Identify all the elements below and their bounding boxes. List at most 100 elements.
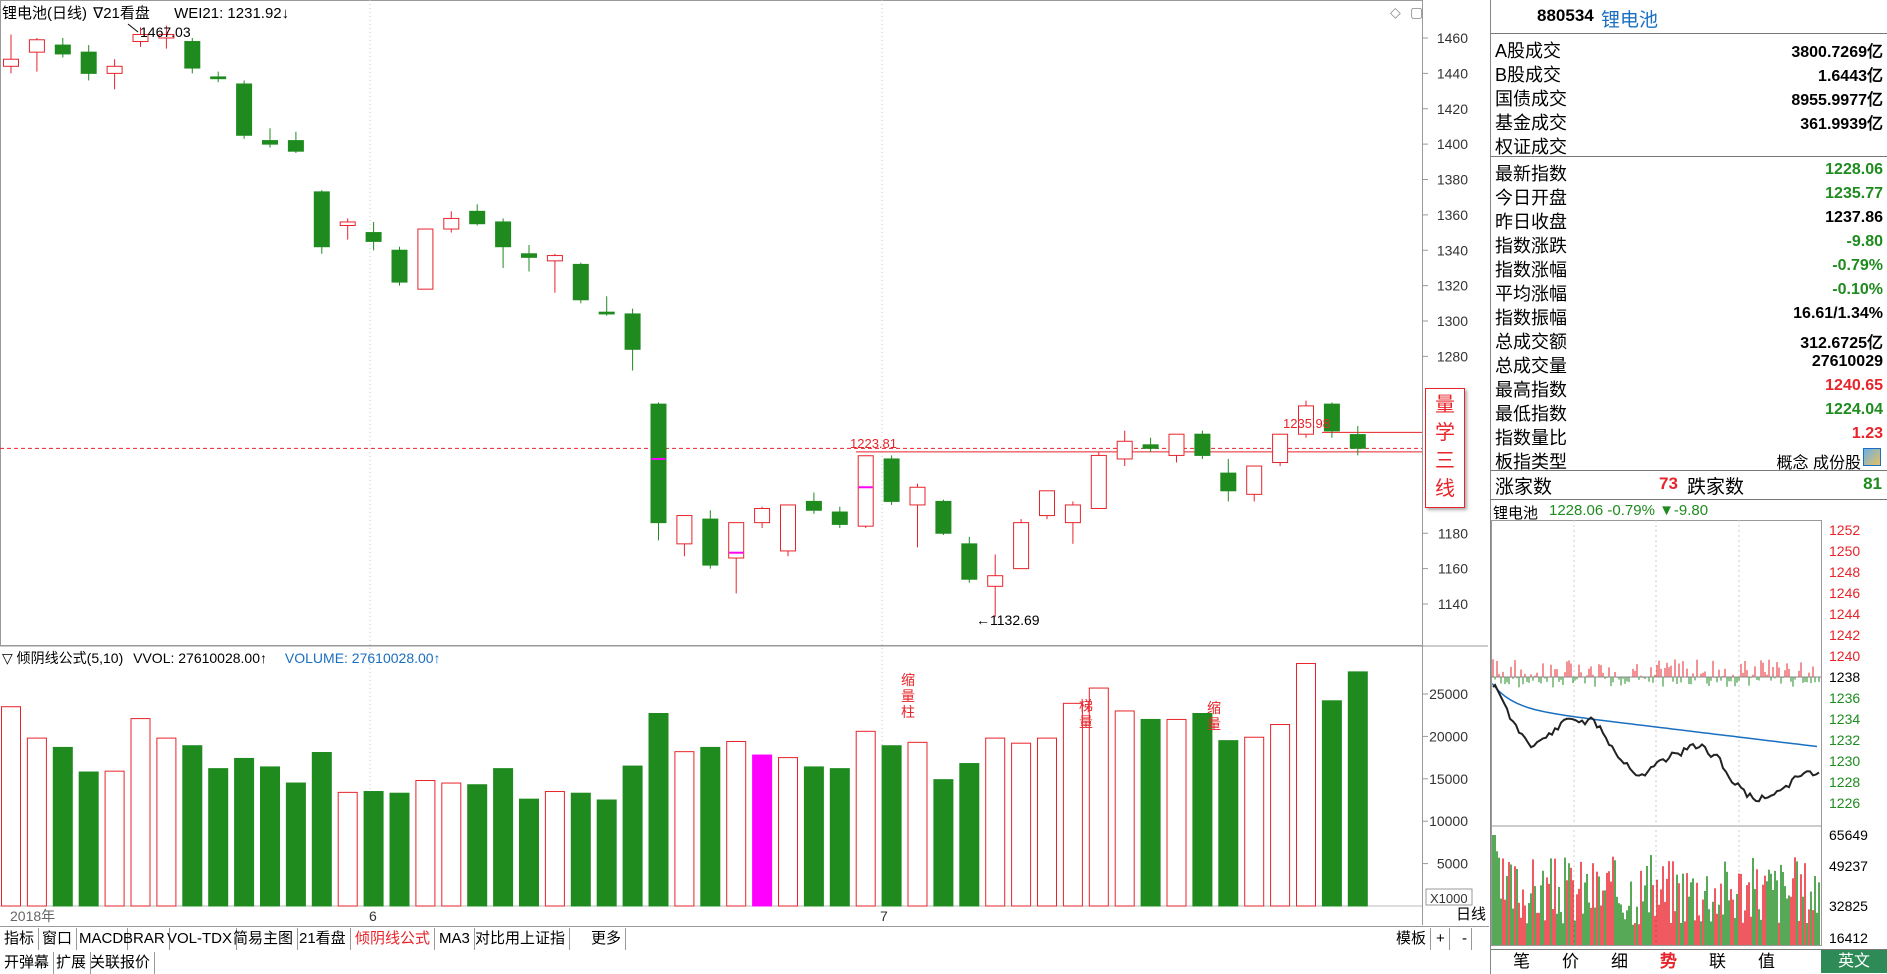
volume-bar[interactable] [337, 791, 358, 907]
candle-body[interactable] [1298, 405, 1314, 435]
candle-body[interactable] [339, 221, 356, 226]
candle-body[interactable] [313, 191, 330, 248]
toolbar-item[interactable]: 倾阴线公式 [351, 928, 436, 950]
panel-tab[interactable]: 价 [1562, 952, 1579, 971]
volume-bar[interactable] [234, 757, 255, 907]
candle-body[interactable] [1246, 465, 1263, 495]
volume-bar[interactable] [1244, 736, 1265, 907]
volume-bar[interactable] [700, 746, 721, 907]
toolbar-item[interactable]: 简易主图 [229, 928, 299, 950]
panel-tab[interactable]: 细 [1611, 952, 1628, 971]
index-type-icon[interactable] [1863, 448, 1881, 466]
candle-body[interactable] [935, 500, 952, 534]
candle-body[interactable] [365, 232, 382, 242]
diamond-icon[interactable]: ◇ [1390, 4, 1401, 20]
candle-body[interactable] [210, 76, 227, 80]
candle-body[interactable] [961, 543, 978, 580]
intraday-chart[interactable]: 1252 1250 1248 1246 1244 1242 1240 1238 1236 1234… [1491, 520, 1887, 948]
volume-bar[interactable] [1037, 737, 1057, 907]
volume-bar[interactable] [622, 765, 643, 907]
volume-bar[interactable] [1192, 713, 1213, 907]
volume-bar[interactable] [389, 792, 410, 907]
volume-bar[interactable] [1270, 724, 1291, 907]
volume-bar[interactable] [519, 798, 539, 907]
volume-bar[interactable] [544, 791, 565, 907]
candle-body[interactable] [1220, 472, 1237, 492]
panel-tab[interactable]: 联 [1709, 952, 1726, 971]
candle-body[interactable] [262, 140, 278, 145]
candle-body[interactable] [184, 41, 201, 69]
volume-bar[interactable] [570, 792, 591, 907]
candle-body[interactable] [443, 217, 460, 230]
candle-body[interactable] [987, 575, 1004, 587]
volume-bar[interactable] [907, 741, 928, 907]
volume-bar[interactable] [752, 754, 773, 907]
volume-bar[interactable] [311, 752, 332, 907]
toolbar-item[interactable]: 更多 [587, 928, 627, 950]
candle-body[interactable] [158, 33, 175, 39]
toolbar-item[interactable]: MACD [75, 928, 129, 950]
toolbar-item[interactable]: 对比用上证指 [471, 928, 571, 950]
volume-bar[interactable] [1296, 662, 1316, 907]
candle-body[interactable] [728, 522, 745, 559]
volume-bar[interactable] [260, 766, 280, 907]
candle-body[interactable] [1142, 444, 1159, 449]
panel-tab[interactable]: 势 [1660, 952, 1677, 971]
volume-bar[interactable] [778, 757, 798, 907]
volume-bar[interactable] [104, 770, 125, 907]
volume-bar[interactable] [208, 768, 229, 907]
volume-bar[interactable] [674, 751, 695, 907]
toolbar-right-item[interactable]: - [1458, 928, 1472, 950]
candle-body[interactable] [754, 507, 771, 524]
volume-bar[interactable] [1114, 710, 1135, 907]
candle-body[interactable] [572, 263, 589, 301]
volume-bar[interactable] [1011, 742, 1032, 907]
volume-bar[interactable] [829, 768, 850, 907]
candle-body[interactable] [1064, 504, 1081, 524]
candle-body[interactable] [495, 221, 512, 248]
volume-bar[interactable] [1166, 718, 1187, 907]
candle-body[interactable] [1013, 522, 1030, 570]
candle-body[interactable] [702, 518, 719, 566]
candle-body[interactable] [831, 511, 848, 525]
price-chart[interactable]: 1460 1440 1420 1400 1380 1360 1340 1320 1300 1280… [0, 0, 1488, 925]
volume-bar[interactable] [285, 782, 306, 907]
candle-body[interactable] [909, 486, 926, 506]
toolbar-item[interactable]: 扩展 [52, 952, 92, 974]
volume-bar[interactable] [441, 782, 462, 907]
volume-bar[interactable] [1218, 740, 1239, 907]
toolbar-item[interactable]: 21看盘 [295, 928, 351, 950]
candle-body[interactable] [54, 44, 71, 55]
toolbar-item[interactable]: BRAR [119, 928, 170, 950]
candle-body[interactable] [1090, 454, 1107, 509]
toolbar-right-item[interactable]: 日线 [1456, 906, 1487, 923]
candle-body[interactable] [676, 515, 693, 545]
toolbar-right-item[interactable]: + [1432, 928, 1450, 950]
volume-bar[interactable] [1140, 718, 1161, 907]
candle-body[interactable] [469, 210, 486, 225]
candle-body[interactable] [1116, 440, 1133, 460]
toolbar-item[interactable]: 窗口 [38, 928, 78, 950]
volume-bar[interactable] [78, 771, 99, 907]
panel-tab[interactable]: 值 [1758, 952, 1775, 971]
candle-body[interactable] [883, 458, 900, 502]
candle-body[interactable] [28, 39, 45, 53]
panel-tab[interactable]: 笔 [1513, 952, 1530, 971]
ime-indicator[interactable]: 英文 [1821, 950, 1887, 973]
volume-bar[interactable] [933, 779, 954, 907]
candle-body[interactable] [1323, 403, 1340, 432]
candle-body[interactable] [391, 249, 408, 283]
candle-body[interactable] [1039, 490, 1055, 517]
candle-body[interactable] [521, 253, 537, 258]
volume-bar[interactable] [26, 737, 47, 907]
candle-body[interactable] [106, 65, 123, 74]
toolbar-item[interactable]: 指标 [0, 928, 40, 950]
square-icon[interactable]: ▢ [1410, 4, 1424, 20]
volume-bar[interactable] [855, 730, 876, 907]
toolbar-right-item[interactable]: 模板 [1392, 928, 1432, 950]
volume-bar[interactable] [363, 791, 384, 907]
candle-body[interactable] [780, 504, 796, 552]
volume-bar[interactable] [985, 737, 1006, 907]
candle-body[interactable] [546, 255, 563, 262]
volume-bar[interactable] [415, 779, 436, 907]
